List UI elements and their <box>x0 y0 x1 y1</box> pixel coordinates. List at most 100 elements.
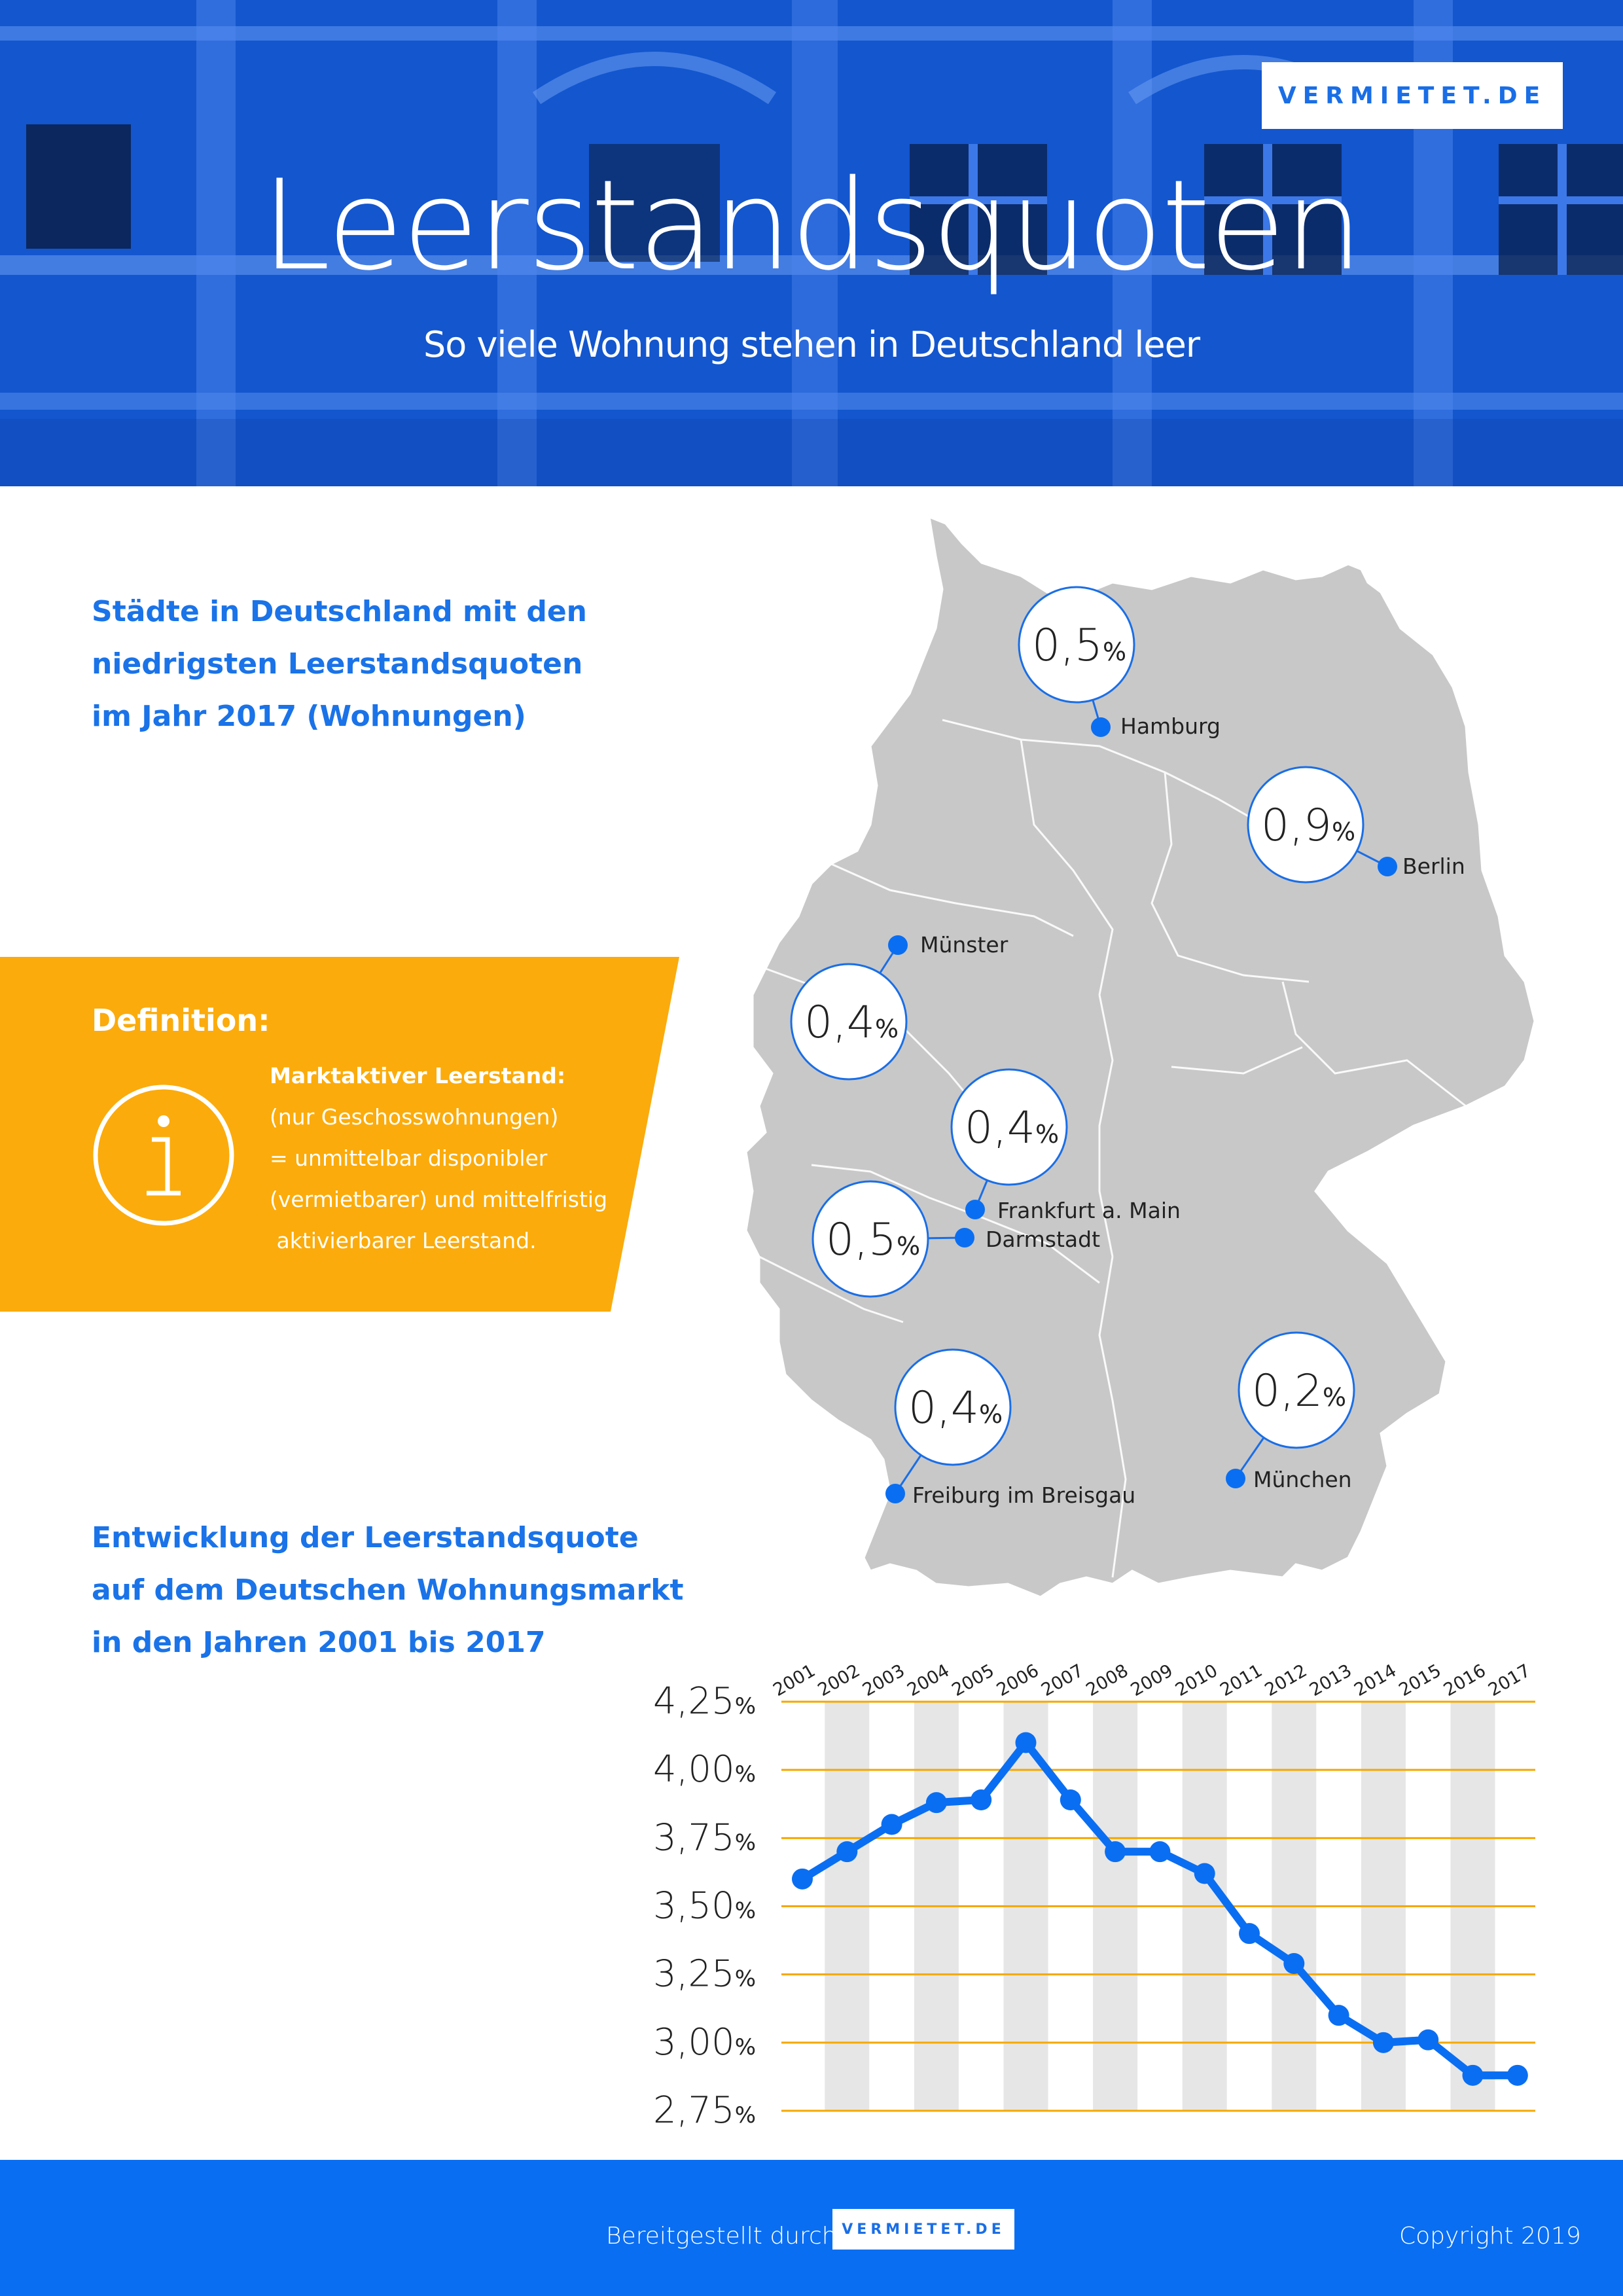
data-point <box>1462 2064 1484 2086</box>
data-point <box>1015 1732 1037 1753</box>
x-tick-label: 2010 <box>1172 1660 1221 1700</box>
footer-copyright: Copyright 2019 <box>1399 2223 1581 2250</box>
city-location-dot <box>885 1484 905 1503</box>
trend-heading-line: Entwicklung der Leerstandsquote <box>92 1521 639 1554</box>
definition-text: Marktaktiver Leerstand: (nur Geschosswoh… <box>270 1055 607 1261</box>
map-heading-line: niedrigsten Leerstandsquoten <box>92 647 583 681</box>
x-tick-label: 2012 <box>1262 1660 1311 1700</box>
data-point <box>1239 1923 1260 1945</box>
city-label: Frankfurt a. Main <box>997 1198 1181 1223</box>
x-tick-label: 2007 <box>1038 1660 1087 1700</box>
definition-title: Definition: <box>92 1003 270 1038</box>
y-tick-label: 4,00% <box>653 1748 756 1791</box>
footer-credit: Bereitgestellt durch <box>606 2223 837 2250</box>
y-tick-label: 3,00% <box>653 2021 756 2064</box>
city-location-dot <box>1378 857 1397 876</box>
city-label: München <box>1253 1467 1352 1492</box>
map-heading-line: Städte in Deutschland mit den <box>92 595 588 628</box>
map-markers: 0,5% Hamburg 0,9% Berlin 0,4% Münster 0,4% Fran… <box>790 586 1465 1508</box>
x-tick-label: 2005 <box>948 1660 997 1700</box>
y-tick-label: 3,75% <box>653 1816 756 1859</box>
x-tick-label: 2003 <box>859 1660 908 1700</box>
brand-logo[interactable]: VERMIETET.DE <box>1262 62 1563 129</box>
data-point <box>925 1792 947 1814</box>
footer-brand-logo-text: VERMIETET.DE <box>842 2221 1005 2238</box>
x-tick-label: 2006 <box>993 1660 1043 1700</box>
x-tick-label: 2011 <box>1217 1660 1266 1700</box>
data-point <box>1283 1953 1305 1974</box>
x-tick-label: 2016 <box>1440 1660 1489 1700</box>
value-bubble <box>1247 766 1364 884</box>
city-location-dot <box>955 1228 974 1247</box>
x-tick-label: 2008 <box>1082 1660 1132 1700</box>
data-point <box>1060 1789 1081 1810</box>
x-tick-label: 2009 <box>1128 1660 1177 1700</box>
trend-heading-line: in den Jahren 2001 bis 2017 <box>92 1626 546 1659</box>
page-title: Leerstandsquoten <box>261 153 1363 298</box>
value-bubble <box>894 1348 1012 1466</box>
x-tick-label: 2017 <box>1485 1660 1534 1700</box>
city-value: 0,4% <box>804 997 899 1049</box>
data-point <box>1328 2005 1349 2026</box>
city-marker: 0,5% Hamburg <box>1018 586 1221 739</box>
definition-line: (nur Geschosswohnungen) <box>270 1104 559 1130</box>
value-bubble <box>1018 586 1135 704</box>
x-tick-label: 2004 <box>904 1660 953 1700</box>
map-heading-line: im Jahr 2017 (Wohnungen) <box>92 700 526 733</box>
city-marker: 0,2% München <box>1226 1331 1355 1492</box>
vacancy-trend-chart: 4,25%4,00%3,75%3,50%3,25%3,00%2,75%20012… <box>653 1660 1535 2132</box>
city-value: 0,4% <box>965 1102 1059 1154</box>
footer-brand-logo[interactable]: VERMIETET.DE <box>832 2209 1014 2250</box>
city-value: 0,5% <box>826 1214 920 1266</box>
city-location-dot <box>1091 717 1111 737</box>
city-label: Münster <box>920 932 1008 958</box>
footer-bar <box>0 2160 1623 2296</box>
data-point <box>1507 2064 1528 2086</box>
city-location-dot <box>888 935 908 955</box>
header-banner: VERMIETET.DE Leerstandsquoten So viele W… <box>0 0 1623 486</box>
info-icon <box>93 1085 234 1226</box>
city-label: Hamburg <box>1120 713 1221 739</box>
data-point <box>1105 1841 1126 1863</box>
data-point <box>1418 2029 1439 2051</box>
trend-section-heading: Entwicklung der Leerstandsquote auf dem … <box>92 1512 684 1669</box>
brand-logo-text: VERMIETET.DE <box>1277 82 1547 109</box>
definition-line: = unmittelbar disponibler <box>270 1145 548 1171</box>
trend-heading-line: auf dem Deutschen Wohnungsmarkt <box>92 1573 684 1607</box>
data-point <box>881 1814 902 1835</box>
data-point <box>792 1868 813 1890</box>
data-point <box>1149 1841 1171 1863</box>
definition-term: Marktaktiver Leerstand: <box>270 1063 566 1088</box>
y-tick-label: 3,50% <box>653 1885 756 1928</box>
city-value: 0,4% <box>908 1382 1003 1434</box>
city-marker: 0,4% Münster <box>790 932 1008 1081</box>
city-marker: 0,5% Darmstadt <box>812 1180 1100 1298</box>
x-tick-label: 2002 <box>815 1660 864 1700</box>
data-point <box>836 1841 858 1863</box>
definition-line: (vermietbarer) und mittelfristig <box>270 1187 608 1212</box>
x-tick-label: 2001 <box>770 1660 819 1700</box>
trend-line <box>800 1738 1518 2079</box>
y-tick-label: 3,25% <box>653 1953 756 1996</box>
value-bubble <box>790 963 908 1081</box>
city-value: 0,5% <box>1032 620 1126 672</box>
x-tick-label: 2015 <box>1395 1660 1444 1700</box>
city-marker: 0,4% Frankfurt a. Main <box>950 1068 1181 1223</box>
city-value: 0,2% <box>1252 1365 1346 1417</box>
map-section-heading: Städte in Deutschland mit den niedrigste… <box>92 586 587 743</box>
x-tick-label: 2014 <box>1351 1660 1400 1700</box>
city-label: Berlin <box>1402 853 1465 879</box>
city-marker: 0,4% Freiburg im Breisgau <box>885 1348 1135 1508</box>
germany-map: 0,5% Hamburg 0,9% Berlin 0,4% Münster 0,4% Fran… <box>746 517 1535 1597</box>
page-subtitle: So viele Wohnung stehen in Deutschland l… <box>423 324 1200 365</box>
city-location-dot <box>1226 1469 1245 1488</box>
data-point <box>1194 1863 1215 1884</box>
x-tick-label: 2013 <box>1306 1660 1355 1700</box>
city-label: Darmstadt <box>986 1227 1100 1252</box>
city-marker: 0,9% Berlin <box>1247 766 1465 884</box>
definition-line: aktivierbarer Leerstand. <box>270 1228 537 1253</box>
city-label: Freiburg im Breisgau <box>912 1482 1135 1508</box>
value-bubble <box>812 1180 929 1298</box>
y-tick-label: 4,25% <box>653 1680 756 1723</box>
data-point <box>971 1789 992 1810</box>
